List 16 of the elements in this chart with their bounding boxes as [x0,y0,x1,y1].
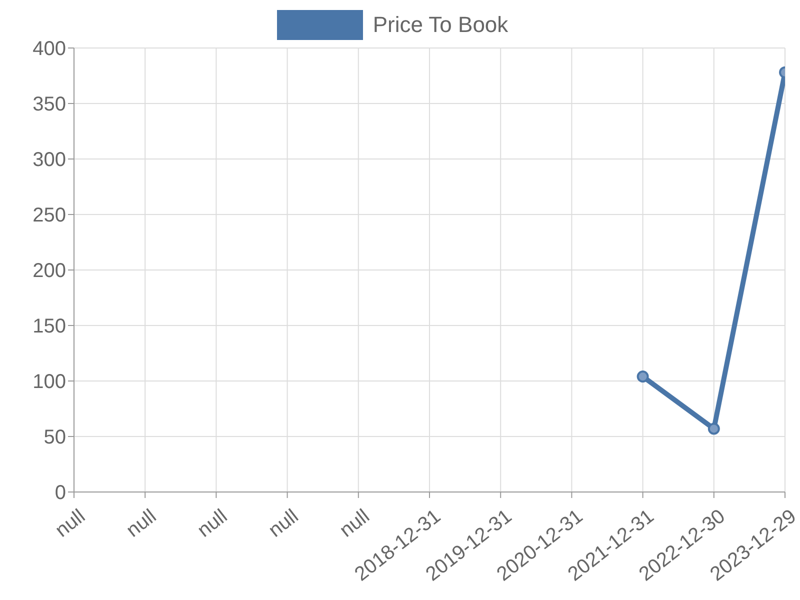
y-tick-label: 100 [32,371,66,394]
y-tick-label: 150 [32,316,66,338]
y-tick-label: 250 [32,204,66,227]
x-tick-label: null [51,505,90,542]
point [708,422,720,435]
y-tick-label: 300 [32,149,66,172]
x-tick-label: null [194,505,232,542]
y-tick-label: 400 [32,38,66,60]
legend-label: Price To Book [372,12,508,38]
y-tick-label: 350 [32,94,66,116]
x-tick-label: null [122,505,161,542]
x-tick-label: null [264,505,303,542]
point [636,370,649,383]
y-tick-label: 200 [32,260,66,282]
y-tick-label: 50 [44,426,66,449]
y-tick-label: 0 [54,482,66,504]
